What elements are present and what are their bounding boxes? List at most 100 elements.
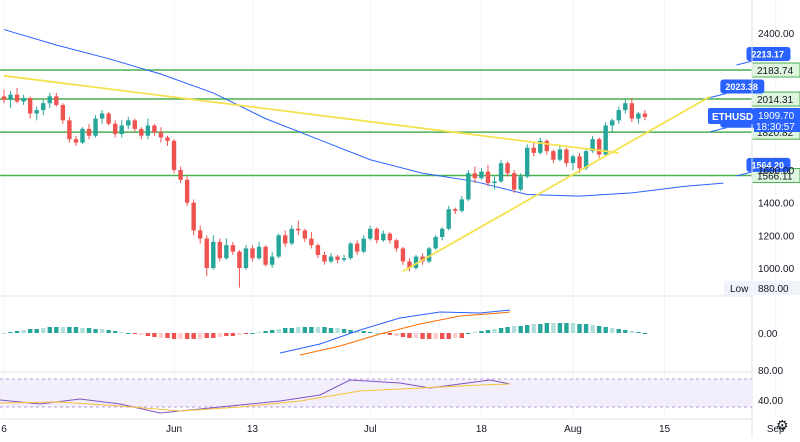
macd-histogram-bar [171, 333, 177, 339]
trendline-ascending [402, 95, 711, 273]
candle-body [250, 248, 255, 259]
callout-pointer [736, 171, 753, 177]
low-price-tag: Low 880.00 [724, 281, 800, 295]
macd-histogram-bar [453, 333, 458, 338]
candle-body [322, 254, 327, 262]
candle-body [256, 246, 262, 259]
trendline-descending [3, 74, 619, 154]
callout-pointer [710, 127, 727, 133]
macd-histogram-bar [577, 324, 582, 333]
macd-histogram-bar [616, 329, 621, 333]
candle-body [309, 238, 314, 246]
macd-histogram-bar [73, 327, 79, 333]
time-tick-label: 18 [476, 424, 488, 435]
candle-body [511, 173, 517, 190]
candle-body [243, 248, 249, 268]
candle-body [596, 139, 602, 155]
candle-body [531, 147, 536, 153]
rsi-line [0, 379, 511, 414]
sma-line [3, 29, 724, 197]
macd-histogram-bar [492, 329, 497, 333]
candle-body [73, 139, 79, 143]
macd-histogram-bar [224, 333, 229, 336]
candle-body [616, 110, 621, 121]
candle-body [577, 156, 582, 169]
macd-histogram-bar [420, 333, 425, 339]
macd-histogram-bar [211, 333, 216, 338]
rsi-pane[interactable]: 80.00 40.00 [0, 366, 783, 414]
low-value: 880.00 [758, 284, 789, 295]
candle-body [21, 98, 26, 102]
candle-body [485, 171, 491, 184]
candle-body [492, 181, 497, 184]
macd-histogram-bar [126, 333, 131, 334]
rsi-band [0, 379, 752, 407]
macd-histogram-bar [112, 331, 118, 333]
candle-body [283, 235, 288, 244]
macd-histogram-bar [570, 323, 576, 333]
macd-histogram-bar [623, 330, 628, 333]
macd-histogram-bar [67, 327, 72, 333]
macd-histogram-bar [60, 327, 66, 333]
macd-histogram-bar [250, 333, 255, 334]
candle-body [636, 113, 641, 119]
macd-histogram-bar [27, 329, 33, 333]
last-price-label: 1909.70 [758, 111, 795, 122]
level-tag-label: 2014.31 [757, 95, 794, 106]
candle-body [610, 120, 615, 126]
low-text: Low [730, 284, 749, 295]
macd-histogram-bar [394, 333, 399, 336]
macd-histogram-bar [14, 331, 20, 333]
callout-background [720, 79, 765, 94]
callout-background [746, 46, 791, 61]
candle-body [341, 258, 347, 260]
price-axis[interactable]: 2400.00 1600.00 1400.00 1200.00 1000.00 [758, 29, 795, 275]
macd-histogram-bar [302, 327, 308, 333]
candle-body [407, 261, 412, 268]
candle-body [1, 96, 7, 100]
macd-histogram-bar [629, 331, 635, 333]
time-axis[interactable]: 6Jun13Jul18Aug15Sep12 [1, 424, 800, 435]
candle-body [93, 118, 98, 136]
macd-histogram-bar [99, 329, 105, 333]
time-tick-label: Jun [166, 424, 182, 435]
macd-histogram-bar [263, 331, 268, 333]
rsi-tick-label: 80.00 [758, 366, 783, 377]
macd-histogram-bar [426, 333, 432, 339]
candle-body [570, 156, 576, 164]
macd-histogram-bar [642, 333, 648, 334]
candle-body [106, 113, 111, 124]
candle-body [237, 251, 242, 268]
macd-histogram-bar [93, 329, 98, 333]
gear-icon[interactable]: ⚙ [776, 417, 789, 433]
candle-body [230, 245, 236, 252]
macd-histogram-bar [178, 333, 183, 339]
candle-body [394, 240, 399, 249]
candle-body [47, 96, 52, 104]
candle-body [60, 104, 66, 121]
macd-histogram-bar [47, 327, 52, 333]
candle-body [623, 103, 628, 111]
candle-body [348, 243, 353, 259]
candle-body [629, 103, 635, 119]
candle-body [217, 241, 223, 259]
candle-body [446, 209, 451, 229]
macd-histogram-bar [564, 323, 569, 333]
macd-pane[interactable]: 0.00 [1, 309, 778, 356]
macd-histogram-bar [1, 333, 7, 334]
macd-histogram-bar [8, 332, 13, 333]
macd-histogram-bar [544, 323, 550, 333]
trendlines[interactable] [3, 74, 711, 273]
macd-histogram-bar [446, 333, 451, 339]
price-tick-label: 1000.00 [758, 264, 795, 275]
candle-body [642, 113, 648, 117]
rsi-ma-line [0, 383, 511, 412]
macd-histogram-bar [603, 327, 608, 333]
macd-histogram-bar [459, 333, 464, 338]
candle-body [8, 94, 13, 100]
candle-body [387, 233, 393, 241]
macd-histogram-bar [505, 327, 510, 333]
macd-histogram-bar [498, 328, 504, 333]
macd-histogram-bar [296, 327, 301, 333]
